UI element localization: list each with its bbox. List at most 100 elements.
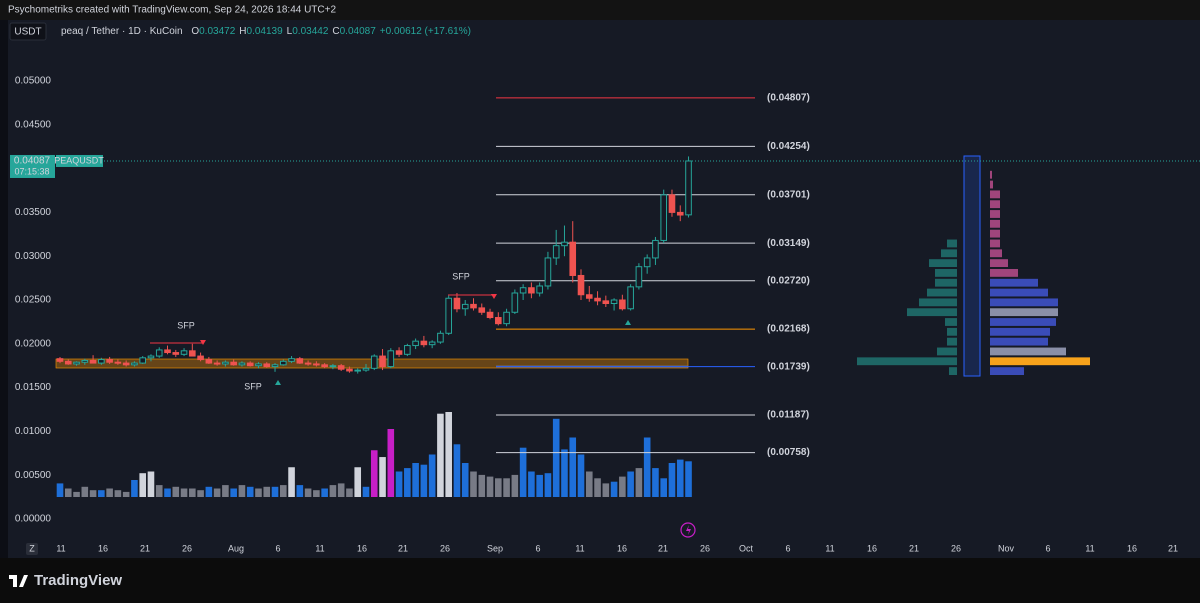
volume-bar — [453, 444, 461, 497]
profile-right — [990, 180, 993, 189]
volume-bar — [370, 450, 378, 497]
candle-body — [230, 361, 237, 366]
volume-bar — [271, 486, 279, 497]
countdown: 07:15:38 — [14, 166, 49, 176]
volume-bar — [222, 485, 229, 497]
volume-bar — [652, 468, 659, 497]
candle-body — [246, 362, 254, 367]
volume-bar — [114, 490, 122, 497]
x-tick-label: 26 — [440, 543, 450, 553]
credit: Psychometriks created with TradingView.c… — [8, 5, 336, 16]
volume-bar — [668, 463, 676, 497]
x-tick-label: 11 — [575, 543, 584, 553]
candle-body — [445, 297, 452, 334]
currency-button[interactable] — [9, 22, 47, 41]
volume-bar — [420, 464, 428, 497]
level-label: (0.01739) — [767, 361, 810, 372]
candle-body — [64, 360, 72, 365]
x-tick-label: Sep — [487, 543, 503, 553]
x-tick-label: 21 — [909, 543, 919, 553]
y-tick-label: 0.02500 — [15, 295, 52, 306]
candle-body — [238, 362, 246, 366]
timezone-label: Z — [29, 543, 35, 553]
candle-body — [288, 358, 295, 362]
volume-bar — [627, 471, 634, 497]
candle-body — [139, 357, 146, 364]
volume-bar — [387, 429, 395, 497]
volume-bar — [346, 488, 353, 497]
volume-bar — [73, 491, 80, 497]
volume-bar — [106, 488, 113, 497]
change: +0.00612 (+17.61%) — [380, 26, 471, 37]
timezone-button[interactable] — [26, 543, 38, 555]
volume-bar — [329, 485, 337, 497]
volume-bar — [577, 454, 585, 497]
volume-bar — [313, 490, 320, 497]
ohlc-key: O — [191, 26, 199, 37]
footer — [0, 558, 1200, 603]
signal-arrow — [625, 320, 631, 325]
volume-bar — [552, 418, 560, 497]
level-label: (0.00758) — [767, 447, 810, 458]
profile-value-area — [963, 155, 981, 377]
volume-bar — [428, 454, 436, 497]
annotation: SFP — [452, 271, 470, 281]
level-label: (0.01187) — [767, 410, 809, 421]
candle-body — [329, 365, 337, 368]
volume-bar — [610, 481, 618, 497]
candle-body — [668, 194, 676, 213]
candle-body — [106, 359, 113, 363]
candle-body — [370, 355, 378, 369]
profile-left — [929, 259, 957, 267]
candle-body — [627, 286, 634, 310]
volume-bar — [503, 478, 510, 497]
volume-bar — [81, 486, 89, 497]
candle-body — [519, 287, 527, 294]
level-label: (0.03149) — [767, 238, 810, 249]
candle-body — [362, 367, 370, 371]
candle-body — [271, 364, 279, 368]
volume-bar — [412, 463, 419, 497]
candle-body — [602, 300, 610, 305]
symbol: peaq / Tether · 1D · KuCoin — [61, 26, 183, 37]
alert-icon[interactable] — [680, 522, 696, 538]
candle-body — [279, 360, 287, 366]
volume-bar — [685, 461, 692, 497]
candle-body — [594, 297, 601, 302]
symbol-tag-label: PEAQUSDT — [54, 155, 104, 165]
candle-body — [552, 245, 560, 259]
profile-left — [937, 347, 957, 356]
volume-bar — [288, 467, 295, 497]
x-tick-label: 16 — [357, 543, 367, 553]
candle-body — [89, 359, 97, 364]
y-tick-label: 0.01000 — [15, 426, 52, 437]
candle-body — [337, 365, 345, 370]
volume-bar — [486, 476, 494, 497]
candle-body — [652, 239, 659, 259]
candle-body — [213, 362, 221, 365]
volume-bar — [296, 485, 304, 497]
candle-body — [205, 359, 213, 364]
profile-right — [990, 259, 1008, 267]
y-tick-label: 0.00500 — [15, 470, 52, 481]
profile-right — [990, 210, 1000, 218]
candle-body — [180, 350, 188, 355]
ohlc-value: 0.04087 — [340, 26, 377, 37]
volume-bar — [122, 491, 130, 497]
volume-bar — [321, 488, 328, 497]
x-tick-label: 26 — [700, 543, 710, 553]
volume-bar — [519, 447, 527, 497]
alert-bolt — [686, 525, 691, 535]
y-tick-label: 0.00000 — [15, 514, 52, 525]
volume-bar — [238, 485, 246, 497]
candle-body — [147, 355, 155, 359]
candle-body — [437, 332, 444, 343]
volume-bar — [131, 480, 138, 497]
candle-body — [321, 364, 328, 368]
volume-bar — [619, 476, 626, 497]
level-label: (0.03701) — [767, 189, 810, 200]
volume-bar — [189, 488, 196, 497]
volume-bar — [197, 490, 204, 497]
volume-bar — [445, 412, 452, 497]
